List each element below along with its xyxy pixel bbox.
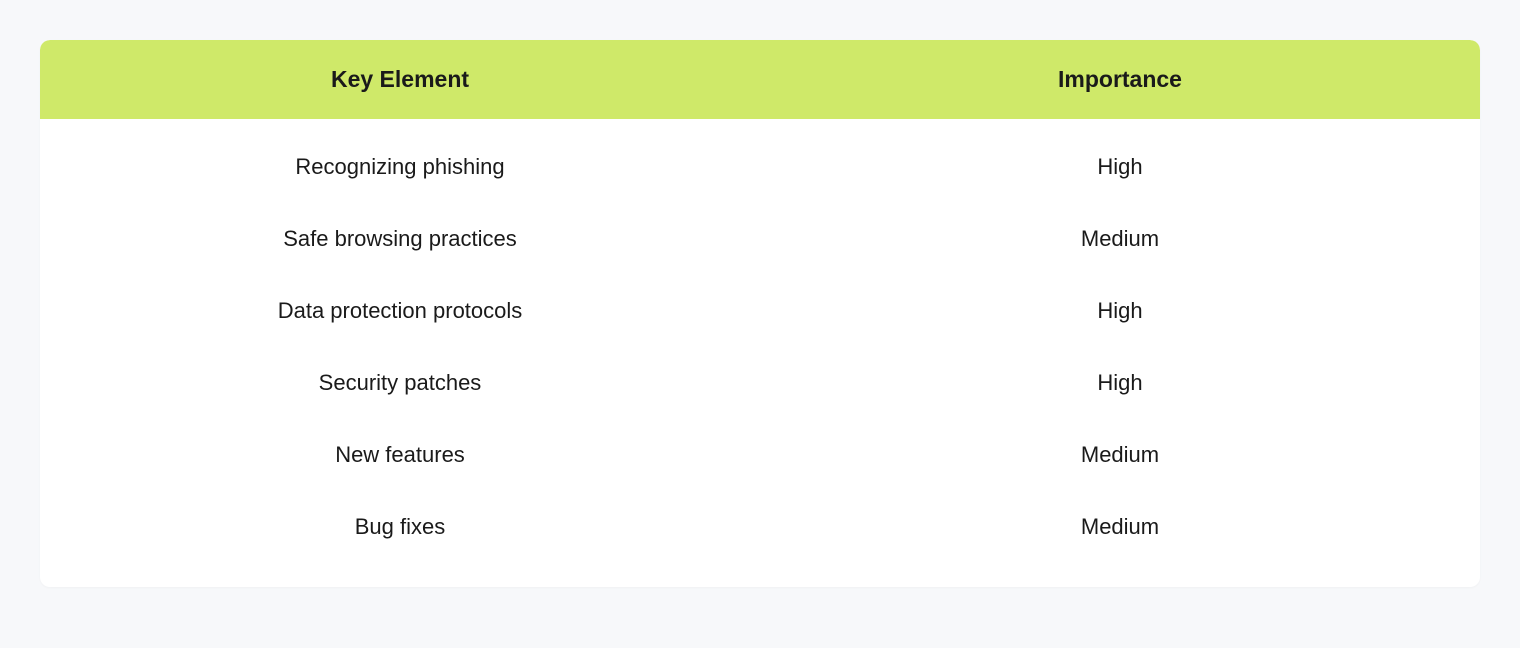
cell-key-element: Bug fixes [40,491,760,563]
table-row: Safe browsing practices Medium [40,203,1480,275]
data-table: Key Element Importance Recognizing phish… [40,40,1480,587]
table-row: Security patches High [40,347,1480,419]
cell-importance: Medium [760,491,1480,563]
table-body: Recognizing phishing High Safe browsing … [40,119,1480,587]
table-row: Recognizing phishing High [40,131,1480,203]
cell-importance: High [760,131,1480,203]
cell-key-element: Data protection protocols [40,275,760,347]
column-header-importance: Importance [760,40,1480,119]
cell-importance: High [760,347,1480,419]
table-header-row: Key Element Importance [40,40,1480,119]
cell-key-element: New features [40,419,760,491]
table-row: Data protection protocols High [40,275,1480,347]
cell-importance: Medium [760,419,1480,491]
table-row: New features Medium [40,419,1480,491]
table-row: Bug fixes Medium [40,491,1480,563]
cell-key-element: Recognizing phishing [40,131,760,203]
cell-key-element: Security patches [40,347,760,419]
cell-key-element: Safe browsing practices [40,203,760,275]
cell-importance: Medium [760,203,1480,275]
column-header-key-element: Key Element [40,40,760,119]
cell-importance: High [760,275,1480,347]
